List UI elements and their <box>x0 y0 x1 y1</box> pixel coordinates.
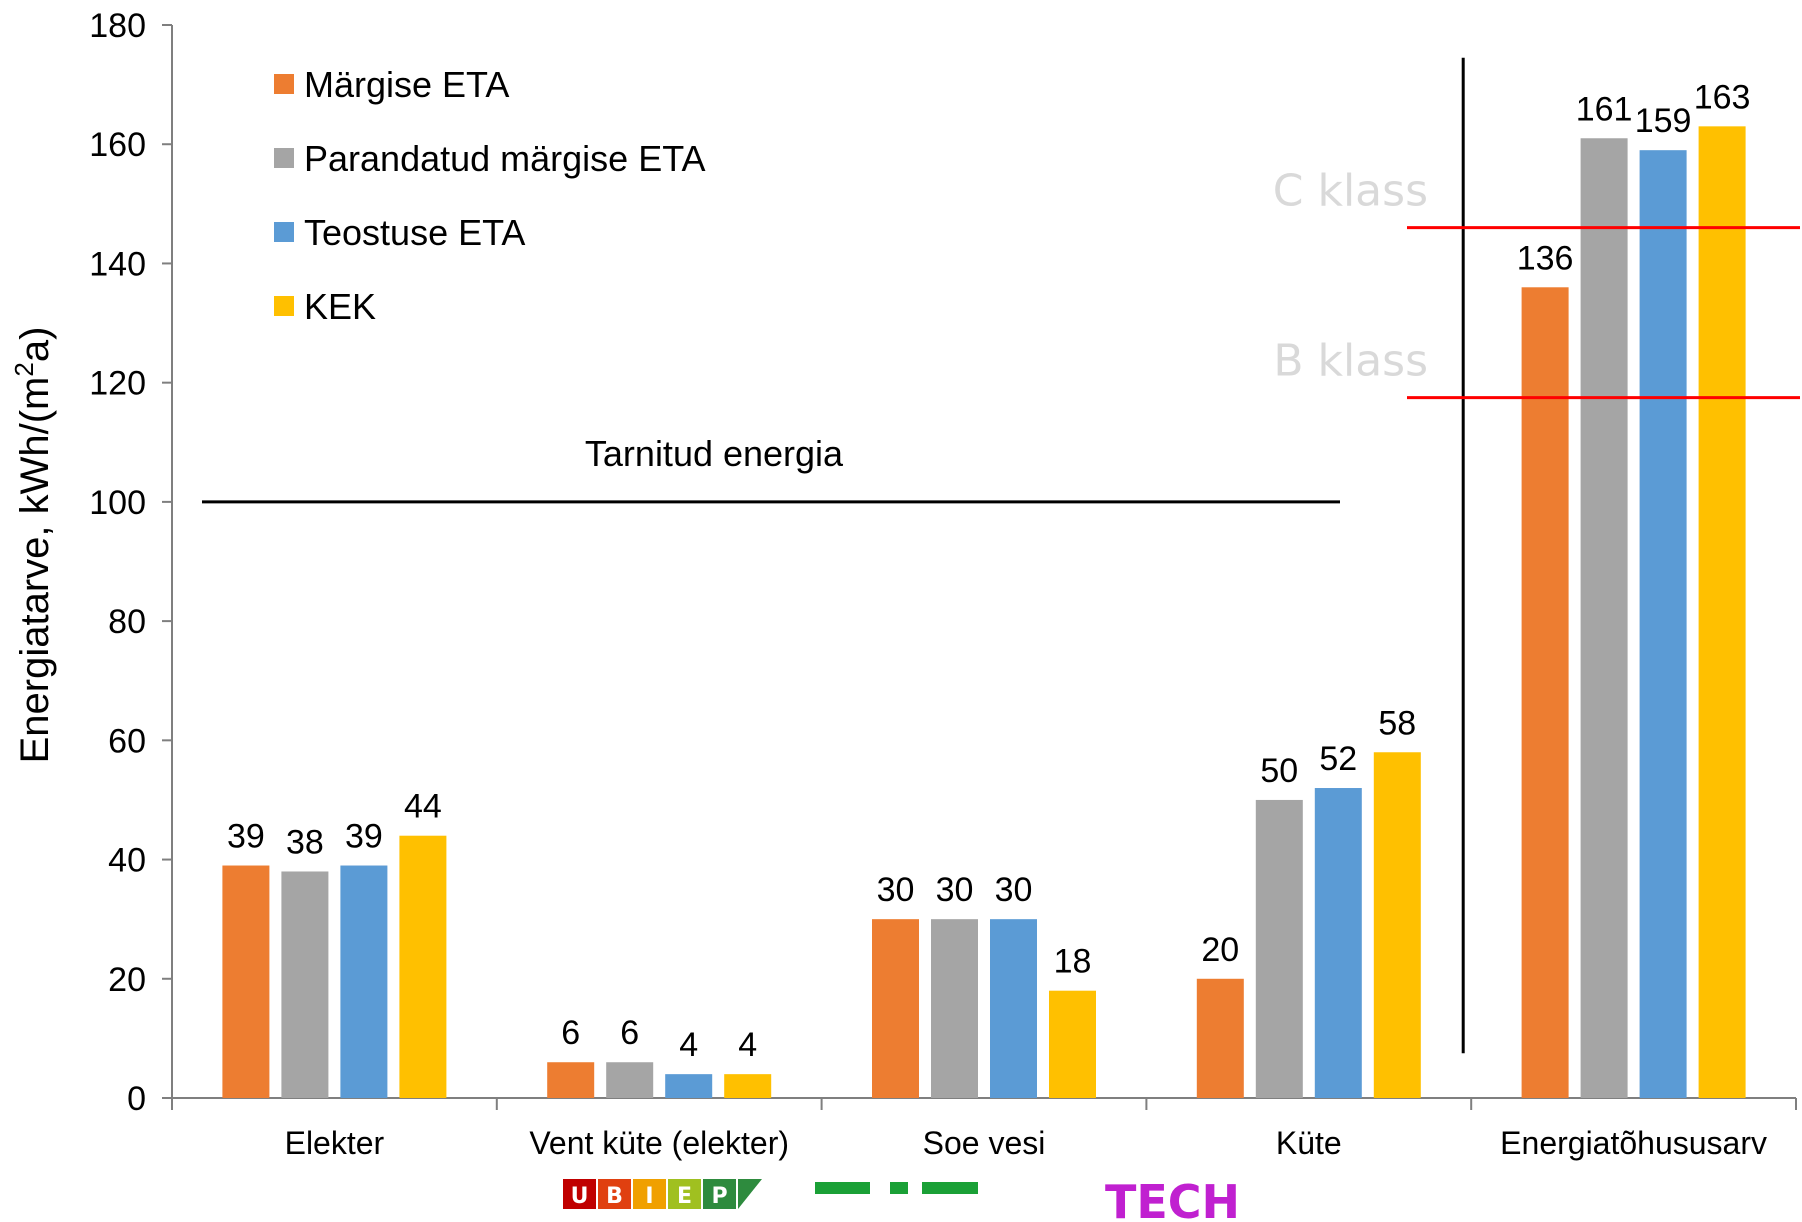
y-tick-label: 160 <box>89 126 146 164</box>
legend: Märgise ETA Parandatud märgise ETA Teostus… <box>274 64 706 327</box>
data-label: 30 <box>877 871 915 909</box>
legend-label: Parandatud märgise ETA <box>304 138 706 179</box>
legend-label: KEK <box>304 286 376 327</box>
data-label: 30 <box>936 871 974 909</box>
y-tick-label: 40 <box>108 842 146 880</box>
y-tick-label: 80 <box>108 603 146 641</box>
bar <box>399 835 447 1098</box>
ubiep-logo-letter: P <box>711 1184 727 1209</box>
bar <box>872 919 919 1098</box>
ubiep-logo-block <box>668 1179 701 1209</box>
data-label: 38 <box>286 823 324 861</box>
bar <box>340 865 388 1098</box>
legend-swatch <box>274 222 294 242</box>
y-tick-label: 20 <box>108 961 146 999</box>
data-label: 136 <box>1517 239 1574 277</box>
data-label: 39 <box>227 818 265 856</box>
data-label: 6 <box>561 1014 580 1052</box>
x-tick-label: Küte <box>1276 1125 1342 1161</box>
data-label: 159 <box>1635 102 1692 140</box>
y-tick-label: 100 <box>89 484 146 522</box>
data-label: 4 <box>679 1026 698 1064</box>
ubiep-logo-block <box>598 1179 631 1209</box>
bar <box>1639 150 1687 1098</box>
data-label: 52 <box>1319 740 1357 778</box>
ubiep-logo-block <box>703 1179 736 1209</box>
bars <box>222 126 1746 1099</box>
class-label: C klass <box>1273 166 1428 217</box>
bar <box>1049 990 1096 1098</box>
x-tick-label: Vent küte (elekter) <box>529 1125 789 1161</box>
tech-logo: TECH <box>1105 1175 1240 1222</box>
bar <box>1580 138 1628 1098</box>
legend-label: Teostuse ETA <box>304 212 525 253</box>
ubiep-logo-letter: I <box>645 1184 653 1209</box>
data-label: 163 <box>1694 78 1751 116</box>
ubiep-logo-letter: E <box>677 1184 692 1209</box>
bar <box>931 919 978 1098</box>
partner-logo-mark <box>960 1182 978 1194</box>
data-label: 18 <box>1054 943 1092 981</box>
bar <box>1255 799 1303 1098</box>
bar <box>1521 287 1569 1098</box>
data-label: 161 <box>1576 90 1633 128</box>
bar <box>1373 752 1421 1098</box>
ubiep-logo-block <box>633 1179 666 1209</box>
footer-logos: U B I E P TECH <box>563 1175 1240 1222</box>
data-label: 20 <box>1201 931 1239 969</box>
data-label: 50 <box>1260 752 1298 790</box>
bar <box>1196 978 1244 1098</box>
data-label: 44 <box>404 788 442 826</box>
ubiep-logo-arrow <box>738 1179 762 1209</box>
y-tick-label: 180 <box>89 7 146 45</box>
legend-swatch <box>274 74 294 94</box>
x-tick-label: Energiatõhususarv <box>1500 1125 1767 1161</box>
bar <box>281 871 329 1098</box>
y-axis-label: Energiatarve, kWh/(m2a) <box>9 327 57 764</box>
x-tick-label: Elekter <box>285 1125 385 1161</box>
ubiep-logo-letter: U <box>571 1184 589 1209</box>
bar <box>222 865 270 1098</box>
data-label: 6 <box>620 1014 639 1052</box>
legend-swatch <box>274 148 294 168</box>
data-label: 58 <box>1378 704 1416 742</box>
bar <box>1314 788 1362 1098</box>
bar <box>665 1074 713 1098</box>
data-label: 4 <box>738 1026 757 1064</box>
data-label: 30 <box>995 871 1033 909</box>
bar <box>547 1062 595 1098</box>
y-tick-label: 0 <box>127 1080 146 1118</box>
bar <box>1698 126 1746 1099</box>
y-tick-label: 60 <box>108 722 146 760</box>
y-axis: 0 20 40 60 80 100 120 140 160 180 <box>89 7 173 1118</box>
bar <box>724 1074 772 1098</box>
x-axis: Elekter Vent küte (elekter) Soe vesi Küte En… <box>171 1097 1797 1161</box>
ubiep-logo-letter: B <box>606 1184 623 1209</box>
legend-swatch <box>274 296 294 316</box>
class-label: B klass <box>1273 336 1428 387</box>
legend-label: Märgise ETA <box>304 64 509 105</box>
delivered-energy-label: Tarnitud energia <box>585 433 844 474</box>
annotations: Tarnitud energia C klass B klass <box>202 57 1800 1054</box>
x-tick-label: Soe vesi <box>923 1125 1046 1161</box>
ubiep-logo-block <box>563 1179 596 1209</box>
data-label: 39 <box>345 818 383 856</box>
y-tick-label: 120 <box>89 365 146 403</box>
partner-logo-mark <box>815 1182 870 1194</box>
bar <box>990 919 1037 1098</box>
bar <box>606 1062 654 1098</box>
partner-logo-mark <box>890 1182 908 1194</box>
y-tick-label: 140 <box>89 245 146 283</box>
